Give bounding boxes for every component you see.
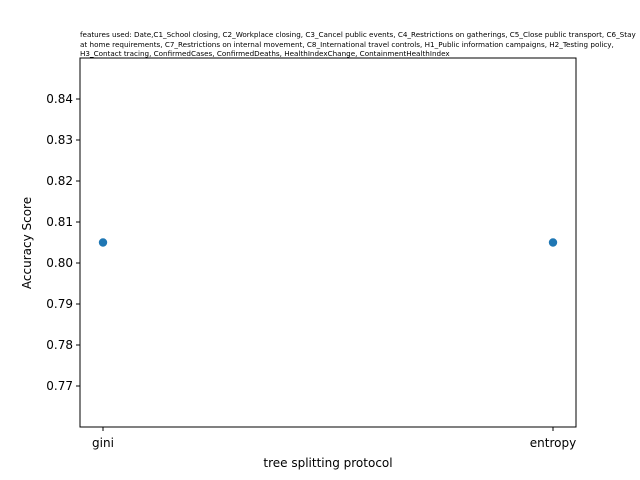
y-axis-ticks: 0.77 0.78 0.79 0.80 0.81 0.82 0.83 0.84: [46, 92, 80, 393]
y-tick-label: 0.80: [46, 256, 73, 270]
x-axis-ticks: gini entropy: [92, 427, 576, 450]
y-tick-label: 0.78: [46, 338, 73, 352]
x-axis-label: tree splitting protocol: [263, 456, 392, 470]
chart-title: features used: Date,C1_School closing, C…: [80, 30, 636, 59]
data-point-gini: [98, 238, 108, 247]
plot-area: [79, 57, 577, 428]
x-tick-label-entropy: entropy: [530, 436, 576, 450]
x-tick-label-gini: gini: [92, 436, 114, 450]
y-axis-label: Accuracy Score: [20, 197, 34, 289]
y-tick-label: 0.81: [46, 215, 73, 229]
y-tick-label: 0.84: [46, 92, 73, 106]
data-points: [98, 238, 558, 247]
y-tick-label: 0.79: [46, 297, 73, 311]
y-tick-label: 0.82: [46, 174, 73, 188]
data-point-entropy: [548, 238, 558, 247]
y-tick-label: 0.77: [46, 379, 73, 393]
y-tick-label: 0.83: [46, 133, 73, 147]
